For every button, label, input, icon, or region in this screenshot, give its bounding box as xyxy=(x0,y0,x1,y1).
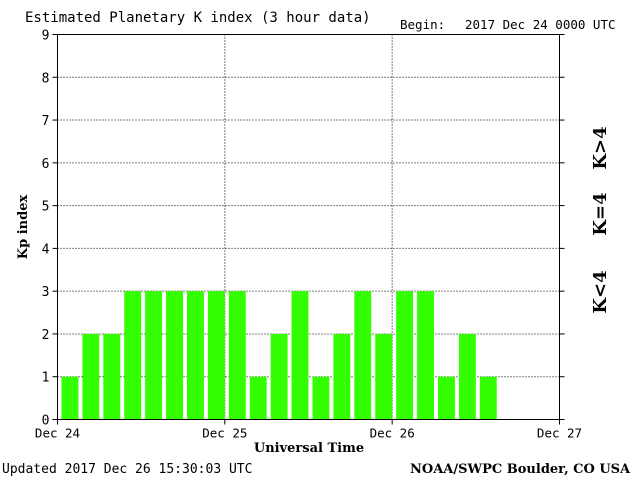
kp-bar xyxy=(187,291,204,420)
kp-bar xyxy=(166,291,183,420)
kp-bar xyxy=(228,291,246,420)
updated-text: Updated 2017 Dec 26 15:30:03 UTC xyxy=(2,462,252,477)
kp-bar xyxy=(207,291,225,420)
kp-bar xyxy=(479,376,497,420)
y-tick-label: 2 xyxy=(42,328,50,343)
legend-k-greater-4: K>4 xyxy=(590,126,611,169)
kp-bar xyxy=(145,291,163,420)
y-tick-label: 1 xyxy=(42,371,50,386)
kp-bar xyxy=(270,333,288,420)
kp-bar xyxy=(103,333,121,420)
x-axis-label: Universal Time xyxy=(254,441,364,456)
y-tick-label: 5 xyxy=(42,200,50,215)
kp-bar xyxy=(333,333,351,420)
y-axis-label: Kp index xyxy=(16,195,31,260)
source-text: NOAA/SWPC Boulder, CO USA xyxy=(410,462,631,477)
begin-label: Begin: xyxy=(400,17,445,32)
kp-bar xyxy=(375,333,393,420)
plot-frame xyxy=(57,34,560,420)
kp-bar xyxy=(312,376,330,420)
kp-bar xyxy=(291,291,309,420)
kp-bar xyxy=(124,291,142,420)
y-ticks: 0 1 2 3 4 5 6 7 8 9 xyxy=(42,29,565,429)
legend-k-equals-4: K=4 xyxy=(590,192,611,235)
kp-bar xyxy=(249,376,267,420)
y-tick-label: 0 xyxy=(42,414,50,429)
grid-lines xyxy=(57,34,560,420)
y-tick-label: 9 xyxy=(42,29,50,44)
kp-bar xyxy=(438,376,455,420)
chart-title: Estimated Planetary K index (3 hour data… xyxy=(25,10,371,26)
legend-k-less-4: K<4 xyxy=(590,270,611,313)
x-tick-label: Dec 25 xyxy=(202,426,247,441)
kp-bar xyxy=(458,333,476,420)
begin-value: 2017 Dec 24 0000 UTC xyxy=(465,17,616,32)
y-tick-label: 3 xyxy=(42,285,50,300)
x-tick-label: Dec 26 xyxy=(370,426,415,441)
kp-bar xyxy=(82,333,100,420)
kp-bar xyxy=(396,291,414,420)
bars-group xyxy=(61,291,497,420)
x-tick-label: Dec 27 xyxy=(537,426,582,441)
y-tick-label: 6 xyxy=(42,157,50,172)
x-tick-label: Dec 24 xyxy=(35,426,80,441)
kp-bar xyxy=(417,291,434,420)
y-tick-label: 4 xyxy=(42,242,50,257)
kp-bar xyxy=(61,376,79,420)
y-tick-label: 7 xyxy=(42,114,50,129)
y-tick-label: 8 xyxy=(42,71,50,86)
kp-bar xyxy=(354,291,372,420)
x-ticks: Dec 24 Dec 25 Dec 26 Dec 27 xyxy=(35,419,582,441)
